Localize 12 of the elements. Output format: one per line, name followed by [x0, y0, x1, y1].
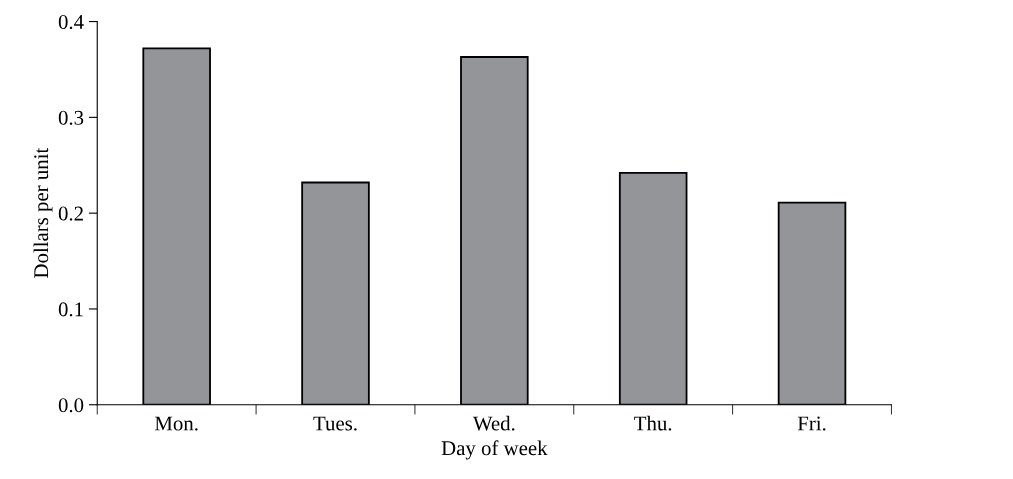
- y-tick-label: 0.0: [58, 398, 84, 413]
- x-tick-label: Mon.: [154, 416, 198, 431]
- y-tick-label: 0.4: [58, 14, 84, 30]
- x-axis-title: Day of week: [441, 440, 548, 460]
- x-tick-label: Fri.: [797, 416, 826, 431]
- y-tick-label: 0.3: [58, 110, 84, 125]
- y-axis-title: Dollars per unit: [33, 147, 53, 278]
- y-tick-label: 0.1: [58, 302, 83, 317]
- x-tick-label: Wed.: [472, 415, 515, 431]
- x-tick-label: Tues.: [313, 416, 357, 431]
- y-tick-label: 0.2: [58, 206, 83, 221]
- x-tick-label: Thu.: [634, 415, 672, 431]
